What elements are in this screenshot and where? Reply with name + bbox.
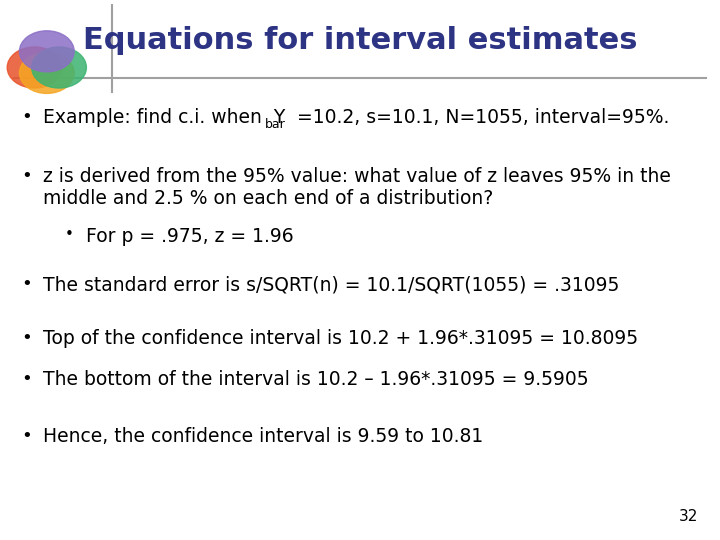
Text: bar: bar — [265, 118, 286, 131]
Text: Example: find c.i. when  Y: Example: find c.i. when Y — [43, 108, 285, 127]
Text: For p = .975, z = 1.96: For p = .975, z = 1.96 — [86, 227, 294, 246]
Text: •: • — [22, 427, 32, 444]
Text: •: • — [22, 329, 32, 347]
Text: =10.2, s=10.1, N=1055, interval=95%.: =10.2, s=10.1, N=1055, interval=95%. — [297, 108, 669, 127]
Text: Top of the confidence interval is 10.2 + 1.96*.31095 = 10.8095: Top of the confidence interval is 10.2 +… — [43, 329, 639, 348]
Text: •: • — [22, 370, 32, 388]
Text: •: • — [22, 108, 32, 126]
Text: Equations for interval estimates: Equations for interval estimates — [83, 26, 637, 55]
Text: The standard error is s/SQRT(n) = 10.1/SQRT(1055) = .31095: The standard error is s/SQRT(n) = 10.1/S… — [43, 275, 620, 294]
Text: The bottom of the interval is 10.2 – 1.96*.31095 = 9.5905: The bottom of the interval is 10.2 – 1.9… — [43, 370, 589, 389]
Text: •: • — [22, 275, 32, 293]
Text: 32: 32 — [679, 509, 698, 524]
Text: •: • — [65, 227, 73, 242]
Text: z is derived from the 95% value: what value of z leaves 95% in the
middle and 2.: z is derived from the 95% value: what va… — [43, 167, 671, 208]
Text: Hence, the confidence interval is 9.59 to 10.81: Hence, the confidence interval is 9.59 t… — [43, 427, 483, 446]
Text: •: • — [22, 167, 32, 185]
